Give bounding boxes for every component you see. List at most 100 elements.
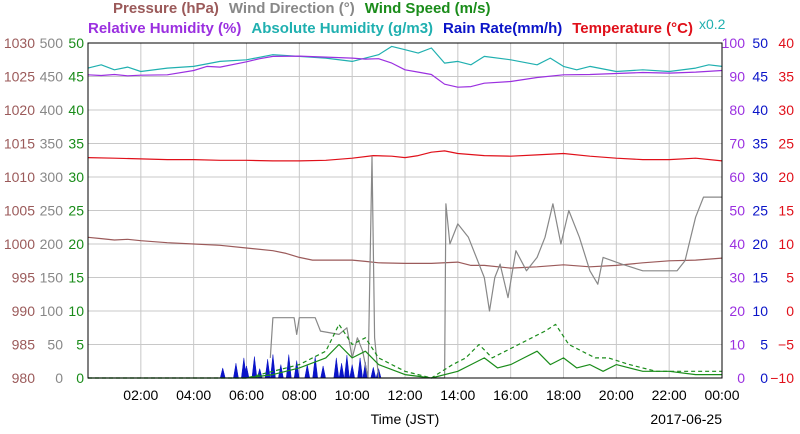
series-temperature <box>87 150 723 162</box>
x-tick-label: 22:00 <box>652 387 687 403</box>
rel_humidity-tick: 80 <box>729 102 745 118</box>
wind_speed-tick: 15 <box>68 270 84 286</box>
legend-temperature: Temperature (°C) <box>572 20 693 37</box>
rel_humidity-tick: 100 <box>722 35 746 51</box>
legend-wind_dir: Wind Direction (°) <box>229 0 355 17</box>
pressure-tick: 980 <box>12 370 36 386</box>
plot-frame <box>87 42 723 379</box>
wind_dir-tick: 350 <box>40 136 64 152</box>
wind_speed-tick: 50 <box>68 35 84 51</box>
wind_speed-tick: 10 <box>68 303 84 319</box>
rel_humidity-tick: 90 <box>729 69 745 85</box>
pressure-tick: 1000 <box>4 236 35 252</box>
x-tick-label: 14:00 <box>440 387 475 403</box>
pressure-tick: 985 <box>12 337 36 353</box>
x-tick-label: 16:00 <box>493 387 528 403</box>
temperature-tick: 30 <box>778 102 794 118</box>
temperature-tick: −10 <box>770 370 794 386</box>
right-axes: 0102030405060708090100051015202530354045… <box>722 35 795 386</box>
legend-abs_humidity: Absolute Humidity (g/m3) <box>251 20 433 37</box>
series-layer <box>87 45 723 379</box>
rain_rate-tick: 10 <box>752 303 768 319</box>
wind_speed-tick: 0 <box>76 370 84 386</box>
legend-rel_humidity: Relative Humidity (%) <box>88 20 241 37</box>
x-tick-label: 10:00 <box>335 387 370 403</box>
pressure-tick: 995 <box>12 270 36 286</box>
rel_humidity-tick: 50 <box>729 203 745 219</box>
rain_rate-tick: 15 <box>752 270 768 286</box>
x-tick-label: 20:00 <box>599 387 634 403</box>
rel_humidity-tick: 0 <box>737 370 745 386</box>
rain_rate-tick: 5 <box>760 337 768 353</box>
x-tick-label: 18:00 <box>546 387 581 403</box>
x-tick-label: 02:00 <box>123 387 158 403</box>
pressure-tick: 1005 <box>4 203 35 219</box>
wind_speed-tick: 20 <box>68 236 84 252</box>
wind_speed-tick: 45 <box>68 69 84 85</box>
rain_rate-tick: 40 <box>752 102 768 118</box>
x-axis-label: Time (JST) <box>371 411 440 427</box>
abs-humidity-scale: x0.2 <box>699 16 726 32</box>
x-tick-label: 04:00 <box>176 387 211 403</box>
series-wind_dir <box>269 156 722 379</box>
rel_humidity-tick: 70 <box>729 136 745 152</box>
legend-pressure: Pressure (hPa) <box>113 0 219 17</box>
temperature-tick: 15 <box>778 203 794 219</box>
wind_dir-tick: 400 <box>40 102 64 118</box>
temperature-tick: 5 <box>786 270 794 286</box>
pressure-tick: 1010 <box>4 169 35 185</box>
wind_dir-tick: 200 <box>40 236 64 252</box>
series-wind_gust <box>88 323 722 379</box>
x-tick-label: 00:00 <box>704 387 739 403</box>
x-tick-label: 12:00 <box>387 387 422 403</box>
series-rel_humidity <box>87 55 723 88</box>
wind_dir-tick: 150 <box>40 270 64 286</box>
x-axis: 02:00 04:00 06:00 08:00 10:00 12:00 14:00 16:00… <box>123 387 739 427</box>
rel_humidity-tick: 10 <box>729 337 745 353</box>
temperature-tick: 0 <box>786 303 794 319</box>
temperature-tick: 40 <box>778 35 794 51</box>
wind_dir-tick: 0 <box>55 370 63 386</box>
temperature-tick: 25 <box>778 136 794 152</box>
wind_speed-tick: 5 <box>76 337 84 353</box>
wind_dir-tick: 450 <box>40 69 64 85</box>
rain_rate-tick: 25 <box>752 203 768 219</box>
x-tick-label: 08:00 <box>282 387 317 403</box>
wind_dir-tick: 100 <box>40 303 64 319</box>
series-abs_humidity <box>87 45 723 73</box>
pressure-tick: 1020 <box>4 102 35 118</box>
pressure-tick: 990 <box>12 303 36 319</box>
rel_humidity-tick: 40 <box>729 236 745 252</box>
rain_rate-tick: 30 <box>752 169 768 185</box>
wind_dir-tick: 250 <box>40 203 64 219</box>
temperature-tick: −5 <box>778 337 794 353</box>
wind_dir-tick: 500 <box>40 35 64 51</box>
rain_rate-tick: 0 <box>760 370 768 386</box>
temperature-tick: 20 <box>778 169 794 185</box>
rel_humidity-tick: 20 <box>729 303 745 319</box>
wind_dir-tick: 50 <box>47 337 63 353</box>
pressure-tick: 1030 <box>4 35 35 51</box>
wind_speed-tick: 35 <box>68 136 84 152</box>
chart-legend: Pressure (hPa) Wind Direction (°) Wind Spe… <box>88 0 726 37</box>
rain_rate-tick: 45 <box>752 69 768 85</box>
temperature-tick: 10 <box>778 236 794 252</box>
series-wind_speed <box>88 343 722 379</box>
rel_humidity-tick: 30 <box>729 270 745 286</box>
x-tick-label: 06:00 <box>229 387 264 403</box>
wind_speed-tick: 30 <box>68 169 84 185</box>
rel_humidity-tick: 60 <box>729 169 745 185</box>
rain_rate-tick: 50 <box>752 35 768 51</box>
rain_rate-tick: 20 <box>752 236 768 252</box>
legend-rain_rate: Rain Rate(mm/h) <box>443 20 562 37</box>
left-axes: 9809859909951000100510101015102010251030… <box>4 35 84 386</box>
wind_speed-tick: 40 <box>68 102 84 118</box>
series-pressure <box>87 236 723 269</box>
temperature-tick: 35 <box>778 69 794 85</box>
pressure-tick: 1025 <box>4 69 35 85</box>
legend-wind_speed: Wind Speed (m/s) <box>365 0 491 17</box>
wind_dir-tick: 300 <box>40 169 64 185</box>
rain_rate-tick: 35 <box>752 136 768 152</box>
wind_speed-tick: 25 <box>68 203 84 219</box>
